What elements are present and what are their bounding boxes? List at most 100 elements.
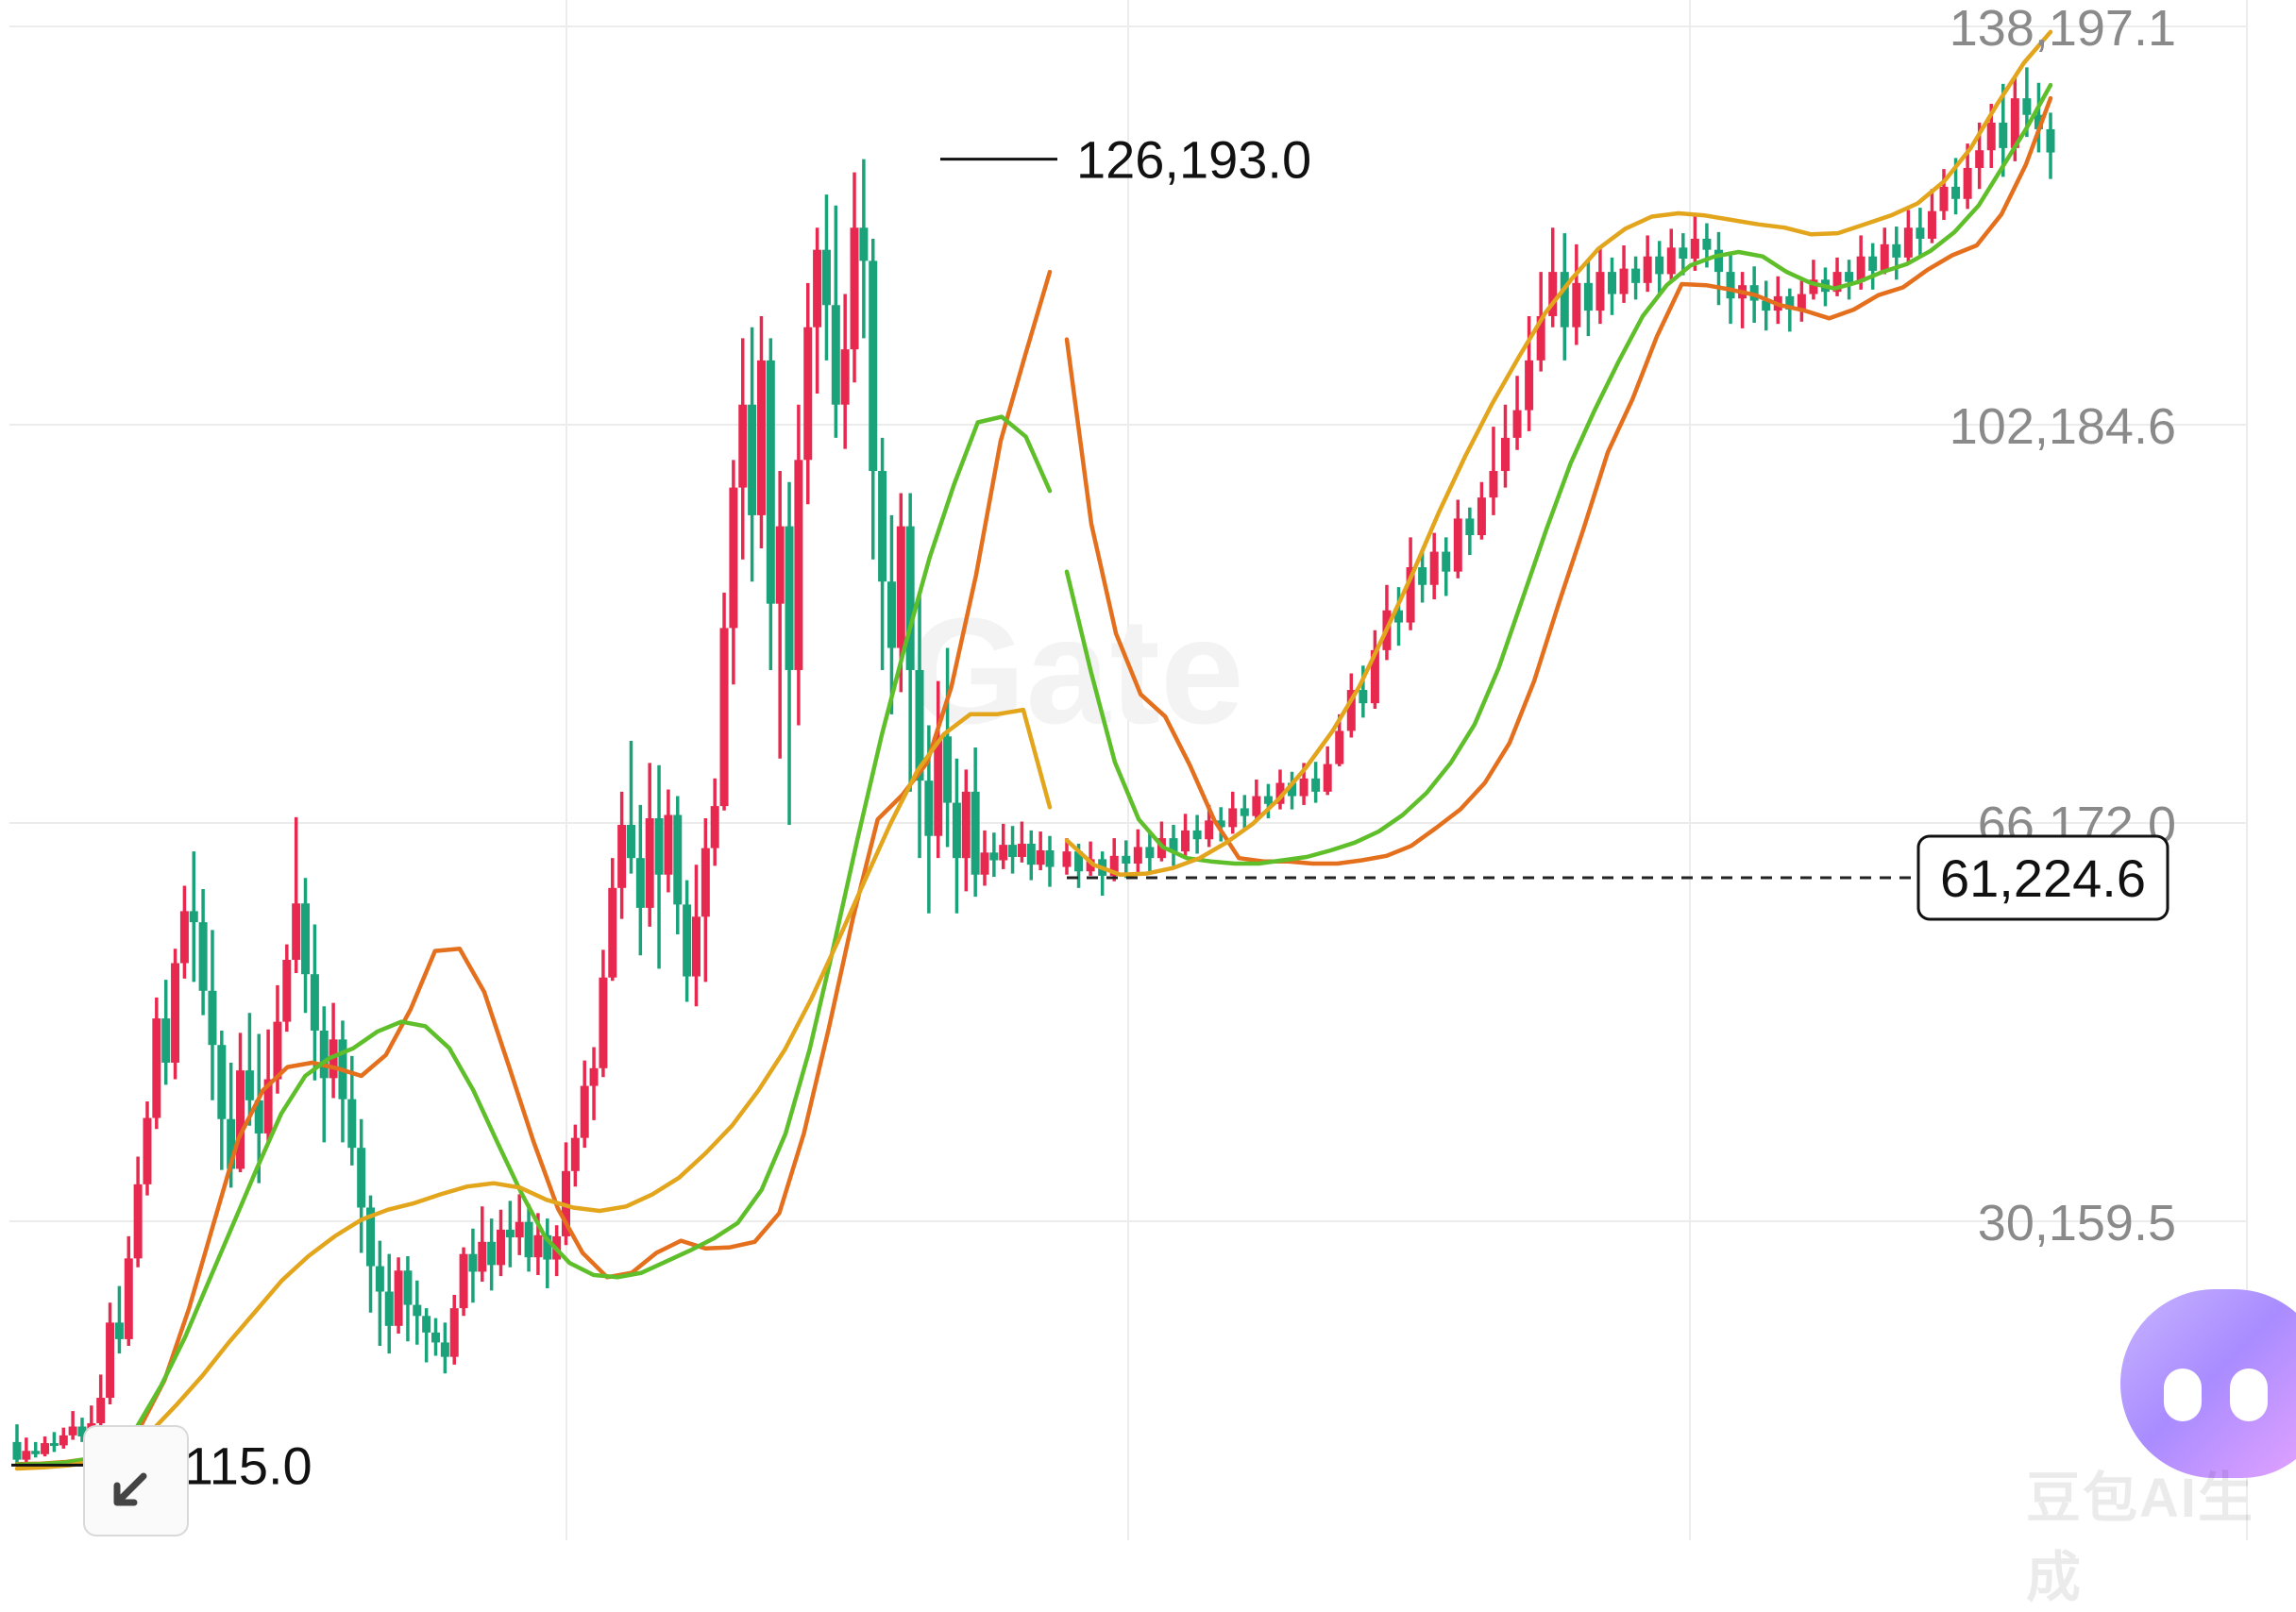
candle-body: [635, 858, 645, 908]
candle: [1477, 481, 1486, 540]
candle: [645, 763, 654, 927]
candle: [1738, 272, 1747, 328]
candle: [319, 1006, 329, 1143]
candle-body: [924, 781, 934, 836]
candle: [748, 327, 757, 582]
candle-body: [869, 260, 878, 472]
candle-body: [1963, 167, 1972, 199]
assistant-bubble-button[interactable]: [2120, 1289, 2296, 1478]
candle-body: [1666, 247, 1676, 275]
candle: [282, 944, 292, 1033]
candle-body: [1868, 256, 1878, 271]
candle-body: [375, 1266, 384, 1292]
moving-average-line: [1064, 82, 2053, 866]
candle-body: [533, 1234, 543, 1258]
candle: [1418, 551, 1427, 603]
candle: [77, 1418, 87, 1442]
candle: [701, 817, 710, 982]
candle-body: [12, 1441, 22, 1460]
candle-body: [1797, 294, 1806, 310]
candle: [1595, 246, 1605, 325]
candle-body: [1429, 551, 1439, 585]
candle: [236, 1033, 245, 1172]
candle: [589, 1047, 599, 1120]
candle-body: [896, 526, 905, 648]
candle: [1666, 228, 1676, 281]
candle-body: [292, 903, 301, 960]
candle: [161, 980, 171, 1085]
candle-body: [449, 1308, 459, 1357]
candle: [1679, 233, 1688, 276]
candle-body: [1975, 150, 1984, 168]
candle-body: [1323, 764, 1332, 792]
candle-body: [1133, 847, 1142, 865]
candle: [179, 885, 189, 979]
candle: [431, 1318, 441, 1356]
candle: [68, 1411, 77, 1440]
candle: [943, 647, 953, 848]
candle-body: [2046, 128, 2055, 153]
candle-body: [850, 227, 859, 350]
candle-body: [952, 802, 961, 859]
candle: [1714, 231, 1723, 306]
candle: [1773, 276, 1782, 325]
candle-body: [524, 1221, 533, 1258]
candle: [1145, 832, 1155, 873]
candle: [1311, 762, 1321, 803]
candle-body: [1335, 730, 1344, 764]
candle-body: [980, 852, 989, 875]
candle-body: [1525, 360, 1534, 411]
candle: [850, 172, 859, 383]
candle-body: [310, 974, 319, 1031]
candle-body: [1008, 845, 1018, 857]
candle: [1583, 260, 1593, 337]
candle-body: [1205, 820, 1214, 840]
candle-body: [645, 817, 654, 908]
candle: [49, 1432, 59, 1452]
candle: [114, 1285, 124, 1354]
candle-body: [236, 1070, 245, 1169]
candle: [1785, 288, 1795, 332]
candle: [821, 194, 831, 361]
candle-body: [1903, 227, 1913, 258]
candlestick-chart[interactable]: Gate 138,197.1102,184.666,172.030,159.5 …: [0, 0, 2296, 1540]
y-tick-label: 30,159.5: [1978, 1195, 2176, 1251]
candle: [1797, 280, 1806, 322]
candle-body: [2022, 98, 2032, 115]
candle-body: [1892, 243, 1901, 258]
candle-body: [617, 825, 627, 888]
candle-body: [468, 1253, 478, 1272]
candle-body: [1228, 808, 1238, 828]
candle: [189, 851, 198, 982]
candle: [208, 930, 217, 1100]
candle-body: [2034, 114, 2043, 129]
candle-body: [1240, 808, 1249, 816]
candle: [1429, 532, 1439, 599]
candle: [840, 294, 850, 449]
candle-body: [459, 1253, 468, 1309]
candle: [459, 1247, 468, 1317]
candle: [989, 832, 999, 878]
candle-body: [1631, 268, 1641, 283]
candle-body: [570, 1137, 580, 1171]
candle-body: [691, 916, 701, 977]
candle: [487, 1218, 497, 1291]
candle-body: [1442, 551, 1451, 572]
candle-body: [999, 845, 1008, 861]
candle: [869, 238, 878, 560]
candle: [1062, 838, 1072, 875]
candle-body: [319, 1030, 329, 1079]
candle-body: [254, 1100, 263, 1133]
candle: [813, 227, 822, 395]
candle-body: [934, 736, 943, 836]
candle-body: [878, 471, 887, 582]
collapse-chart-button[interactable]: [83, 1425, 189, 1536]
candle: [292, 816, 301, 974]
candle-body: [1572, 282, 1581, 327]
candle: [886, 514, 896, 714]
candle-body: [803, 327, 813, 461]
candle-body: [1122, 855, 1131, 865]
candle-body: [487, 1241, 497, 1266]
candle: [664, 789, 673, 893]
candle-body: [748, 404, 757, 515]
